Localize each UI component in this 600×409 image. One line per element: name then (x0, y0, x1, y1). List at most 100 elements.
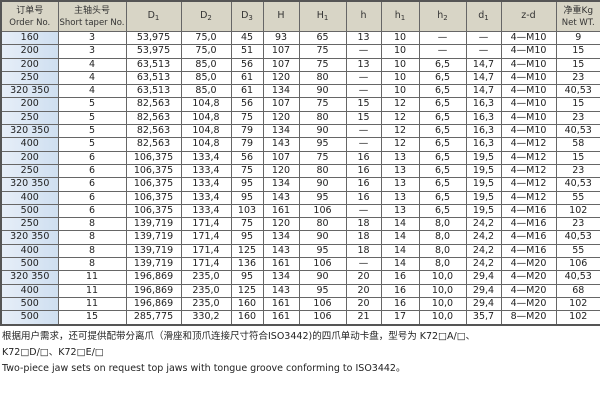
table-cell: 20 (345, 283, 382, 298)
header-subscript: 2 (443, 13, 448, 22)
header-subscript: 1 (400, 13, 406, 22)
table-cell: 134 (262, 177, 300, 192)
order-no-cell: 200 (0, 44, 59, 59)
table-cell: 4—M10 (500, 97, 557, 112)
table-cell: 82,563 (125, 137, 182, 152)
table-cell: — (465, 30, 502, 46)
table-cell: 106,375 (125, 163, 182, 179)
table-cell: 65 (298, 30, 347, 46)
table-cell: 12 (380, 97, 420, 112)
table-cell: 6,5 (418, 124, 467, 139)
table-cell: 107 (262, 97, 300, 112)
table-cell: 16 (345, 190, 382, 205)
table-cell: 4—M20 (500, 257, 557, 272)
table-cell: 29,4 (465, 270, 502, 285)
table-cell: — (345, 137, 382, 152)
table-cell: 13 (345, 57, 382, 72)
table-cell: 75,0 (180, 30, 232, 46)
table-cell: 95 (298, 283, 347, 298)
table-cell: 68 (555, 283, 600, 298)
table-cell: 13 (380, 163, 420, 179)
table-cell: 40,53 (555, 230, 600, 245)
table-cell: 161 (262, 296, 300, 312)
header-symbol: z-d (521, 9, 536, 21)
column-header: h1 (380, 0, 420, 32)
header-subscript: 2 (207, 13, 212, 22)
table-cell: 161 (262, 257, 300, 272)
table-cell: 14 (380, 243, 420, 259)
order-no-cell: 400 (0, 190, 59, 205)
table-cell: 171,4 (180, 243, 232, 259)
table-cell: 196,869 (125, 283, 182, 298)
table-cell: 106 (298, 203, 347, 219)
table-cell: 106 (298, 257, 347, 272)
table-row: 320 350 8 139,719 171,4 95 134 90 18 14 8,0 24,2 4—… (0, 230, 600, 245)
table-cell: 134 (262, 230, 300, 245)
table-cell: 4—M10 (500, 30, 557, 46)
table-cell: 106 (298, 310, 347, 326)
table-cell: 4—M20 (500, 296, 557, 312)
table-cell: 10 (380, 57, 420, 72)
table-cell: 56 (230, 97, 264, 112)
table-cell: 139,719 (125, 257, 182, 272)
table-cell: 82,563 (125, 110, 182, 126)
table-cell: 4—M12 (500, 150, 557, 165)
table-cell: 53,975 (125, 44, 182, 59)
table-cell: 82,563 (125, 97, 182, 112)
order-no-cell: 320 350 (0, 230, 59, 245)
table-cell: 8 (57, 243, 127, 259)
table-cell: 160 (230, 296, 264, 312)
table-cell: 8 (57, 217, 127, 232)
column-header: 净重Kg Net WT. (555, 0, 600, 32)
table-cell: 51 (230, 44, 264, 59)
table-cell: 106 (298, 296, 347, 312)
table-cell: 5 (57, 137, 127, 152)
table-cell: 90 (298, 230, 347, 245)
table-cell: 13 (380, 150, 420, 165)
table-cell: 35,7 (465, 310, 502, 326)
table-cell: 45 (230, 30, 264, 46)
table-row: 320 350 11 196,869 235,0 95 134 90 20 16 10,0 29,4… (0, 270, 600, 285)
table-cell: 3 (57, 30, 127, 46)
table-cell: 13 (380, 203, 420, 219)
table-cell: 6,5 (418, 137, 467, 152)
table-row: 500 6 106,375 133,4 103 161 106—13 6,5 19,5 4—M16… (0, 203, 600, 219)
order-no-cell: 500 (0, 203, 59, 219)
table-cell: 10 (380, 30, 420, 46)
table-cell: — (345, 124, 382, 139)
table-cell: 171,4 (180, 257, 232, 272)
table-cell: 6,5 (418, 190, 467, 205)
table-row: 320 350 5 82,563 104,8 79 134 90—12 6,5 16,3 4—M1… (0, 124, 600, 139)
header-subscript: 3 (248, 13, 253, 22)
table-cell: 120 (262, 70, 300, 86)
table-cell: 18 (345, 230, 382, 245)
table-cell: 19,5 (465, 190, 502, 205)
table-cell: 5 (57, 124, 127, 139)
table-cell: 75 (298, 57, 347, 72)
table-cell: 136 (230, 257, 264, 272)
table-cell: 10,0 (418, 310, 467, 326)
table-cell: 29,4 (465, 296, 502, 312)
table-cell: 90 (298, 270, 347, 285)
table-cell: 4—M10 (500, 44, 557, 59)
table-cell: 104,8 (180, 137, 232, 152)
table-row: 250 8 139,719 171,4 75 120 80 18 14 8,0 24,2 4—M16 2… (0, 217, 600, 232)
table-row: 400 11 196,869 235,0 125 143 95 20 16 10,0 29,4 4—M… (0, 283, 600, 298)
table-cell: 6,5 (418, 84, 467, 99)
table-cell: 95 (298, 243, 347, 259)
header-symbol: h (360, 9, 367, 21)
table-cell: 16,3 (465, 124, 502, 139)
column-header: z-d (500, 0, 557, 32)
table-cell: 16 (345, 177, 382, 192)
table-cell: 29,4 (465, 283, 502, 298)
table-cell: 134 (262, 124, 300, 139)
table-cell: 61 (230, 70, 264, 86)
table-cell: 15 (345, 110, 382, 126)
table-cell: 23 (555, 217, 600, 232)
table-cell: 85,0 (180, 57, 232, 72)
table-cell: 196,869 (125, 270, 182, 285)
table-cell: 95 (298, 137, 347, 152)
header-cn: 订单号 (16, 5, 44, 16)
table-cell: 133,4 (180, 177, 232, 192)
table-row: 160 3 53,975 75,0 45 93 65 13 10— —4—M10 9 (0, 30, 600, 46)
